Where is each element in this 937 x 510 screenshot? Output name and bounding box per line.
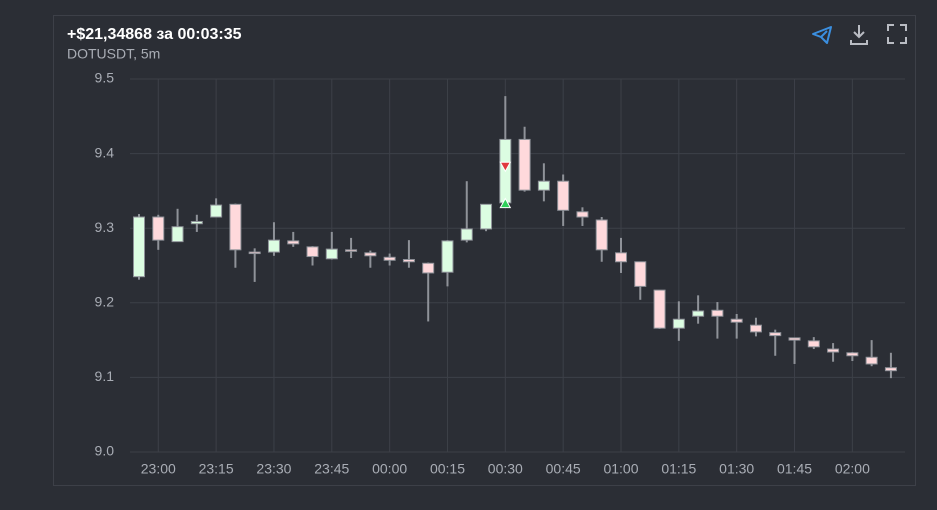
y-tick-label: 9.4 [95,144,115,160]
candle-body [537,180,550,191]
candle-body [884,367,897,372]
x-tick-label: 01:00 [603,461,638,477]
candle-body [383,256,396,261]
candle-body [441,240,454,273]
candle-body [557,180,570,211]
x-tick-label: 01:45 [777,461,812,477]
candle-body [807,340,820,348]
x-tick-label: 23:00 [141,461,176,477]
candle-body [672,318,685,329]
candle-body [402,259,415,263]
chart-subtitle: DOTUSDT, 5m [67,46,160,62]
candle-body [364,252,377,257]
candle-body [788,337,801,341]
y-tick-label: 9.5 [95,70,115,86]
candle-body [422,262,435,274]
candle-body [692,310,705,317]
candle-body [306,246,319,258]
candle-body [634,261,647,287]
candle-body [480,203,493,230]
candle-body [769,332,782,337]
y-tick-label: 9.1 [95,368,115,384]
x-tick-label: 01:30 [719,461,754,477]
x-tick-label: 00:30 [488,461,523,477]
y-tick-label: 9.0 [95,443,115,459]
candle-body [711,309,724,317]
candle-body [846,352,859,357]
x-tick-label: 00:15 [430,461,465,477]
candle-body [248,251,261,255]
download-icon [850,25,868,45]
candle-body [152,216,165,241]
candle-body [865,356,878,365]
x-tick-label: 01:15 [661,461,696,477]
candle-body [460,228,473,241]
download-button[interactable] [850,25,868,45]
candle-body [267,239,280,253]
trade-marker [499,161,512,173]
trade-marker [499,197,512,209]
candle-body [229,203,242,251]
card-frame [53,15,916,486]
candle-body [210,204,223,218]
candle-body [827,348,840,353]
candle-body [518,138,531,191]
candle-body [325,248,338,260]
x-tick-label: 00:45 [546,461,581,477]
candle-body [133,216,145,278]
candle-body [287,240,300,245]
x-tick-label: 02:00 [835,461,870,477]
share-icon [812,26,832,44]
candle-body [190,220,203,225]
chart-title: +$21,34868 за 00:03:35 [67,26,242,43]
candle-body [595,219,608,251]
x-tick-label: 23:45 [314,461,349,477]
share-button[interactable] [812,26,832,44]
x-tick-label: 23:15 [199,461,234,477]
candle-body [576,211,589,218]
fullscreen-button[interactable] [887,24,907,44]
y-tick-label: 9.3 [95,219,115,235]
candle-body [615,252,627,263]
x-tick-label: 00:00 [372,461,407,477]
candle-body [171,226,184,243]
candle-body [749,324,762,333]
fullscreen-icon [887,24,907,44]
candle-body [730,318,743,323]
candle-body [345,249,358,252]
y-tick-label: 9.2 [95,294,115,310]
candle-body [653,289,666,329]
x-tick-label: 23:30 [256,461,291,477]
